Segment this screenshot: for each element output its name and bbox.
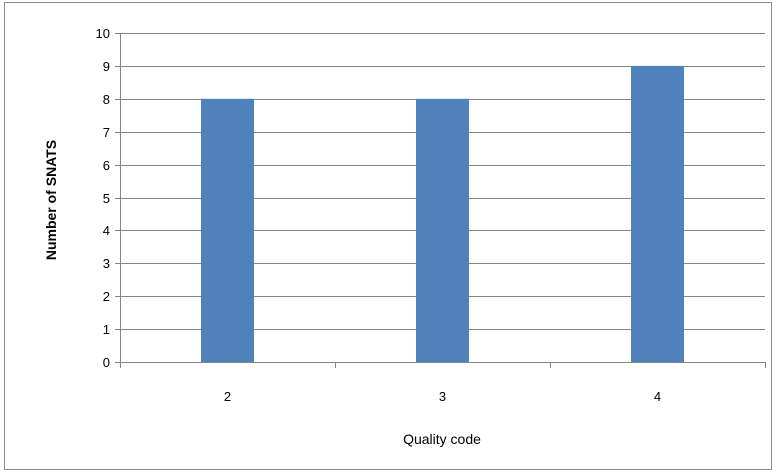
x-tick-label: 3 <box>439 389 446 404</box>
x-tick-labels: 2 3 4 <box>224 389 661 404</box>
x-tick-label: 4 <box>654 389 661 404</box>
y-tick-label: 9 <box>103 59 110 74</box>
bars <box>201 65 684 363</box>
axes <box>115 33 766 368</box>
y-tick-label: 6 <box>103 158 110 173</box>
y-tick-labels: 0 1 2 3 4 5 6 7 8 9 10 <box>96 26 110 370</box>
bar-3 <box>416 98 469 363</box>
y-tick-label: 2 <box>103 289 110 304</box>
y-tick-label: 1 <box>103 322 110 337</box>
bar-4 <box>631 65 684 363</box>
bar-2 <box>201 98 254 363</box>
y-tick-label: 8 <box>103 92 110 107</box>
y-tick-label: 0 <box>103 355 110 370</box>
y-tick-label: 3 <box>103 256 110 271</box>
x-tick-label: 2 <box>224 389 231 404</box>
x-axis-title: Quality code <box>403 431 481 447</box>
y-tick-label: 10 <box>96 26 110 41</box>
y-tick-label: 4 <box>103 223 110 238</box>
y-tick-label: 7 <box>103 125 110 140</box>
y-tick-label: 5 <box>103 191 110 206</box>
y-axis-title: Number of SNATS <box>43 140 59 260</box>
